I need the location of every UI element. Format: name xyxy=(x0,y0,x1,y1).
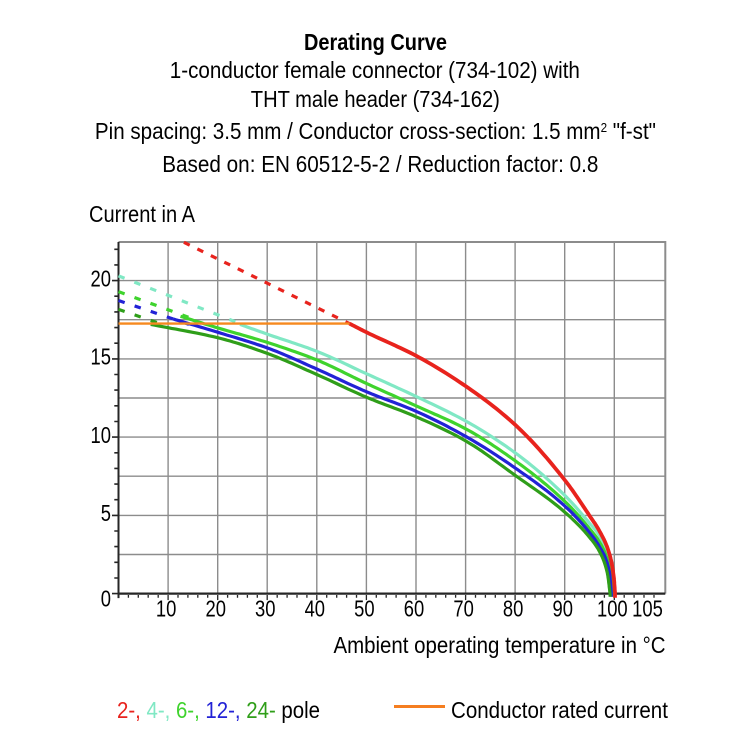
svg-text:10: 10 xyxy=(91,423,111,448)
svg-text:50: 50 xyxy=(354,597,374,622)
svg-text:30: 30 xyxy=(255,597,275,622)
svg-text:80: 80 xyxy=(503,597,523,622)
svg-text:100: 100 xyxy=(597,597,628,622)
svg-text:70: 70 xyxy=(453,597,473,622)
svg-text:5: 5 xyxy=(101,501,111,526)
svg-text:105: 105 xyxy=(632,597,663,622)
svg-text:60: 60 xyxy=(404,597,424,622)
svg-text:20: 20 xyxy=(205,597,225,622)
svg-text:0: 0 xyxy=(101,586,111,611)
svg-text:15: 15 xyxy=(91,345,111,370)
svg-text:20: 20 xyxy=(91,266,111,291)
svg-text:90: 90 xyxy=(552,597,572,622)
svg-text:10: 10 xyxy=(156,597,176,622)
svg-text:40: 40 xyxy=(305,597,325,622)
